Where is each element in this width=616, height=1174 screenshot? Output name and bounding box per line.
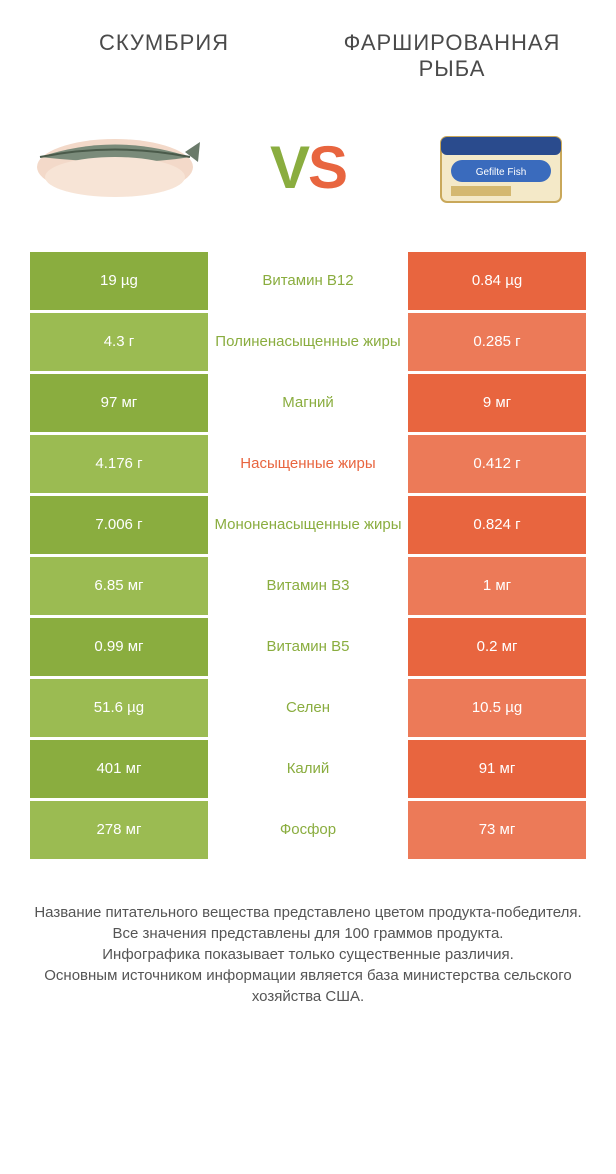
footer-line: Инфографика показывает только существенн… [30,944,586,965]
left-value: 51.6 µg [30,679,208,737]
nutrient-name: Витамин B12 [208,252,408,310]
header: СКУМБРИЯ ФАРШИРОВАННАЯ РЫБА [0,0,616,92]
nutrient-name: Мононенасыщенные жиры [208,496,408,554]
left-value: 7.006 г [30,496,208,554]
table-row: 7.006 гМононенасыщенные жиры0.824 г [30,496,586,554]
table-row: 6.85 мгВитамин B31 мг [30,557,586,615]
table-row: 19 µgВитамин B120.84 µg [30,252,586,310]
left-value: 278 мг [30,801,208,859]
left-value: 4.176 г [30,435,208,493]
right-value: 9 мг [408,374,586,432]
images-row: VS Gefilte Fish [0,92,616,252]
nutrient-name: Калий [208,740,408,798]
table-row: 4.176 гНасыщенные жиры0.412 г [30,435,586,493]
right-value: 0.824 г [408,496,586,554]
right-value: 0.285 г [408,313,586,371]
right-value: 1 мг [408,557,586,615]
right-value: 0.84 µg [408,252,586,310]
table-row: 401 мгКалий91 мг [30,740,586,798]
footer-notes: Название питательного вещества представл… [0,862,616,1027]
footer-line: Все значения представлены для 100 граммо… [30,923,586,944]
left-value: 19 µg [30,252,208,310]
right-value: 0.412 г [408,435,586,493]
table-row: 51.6 µgСелен10.5 µg [30,679,586,737]
table-row: 4.3 гПолиненасыщенные жиры0.285 г [30,313,586,371]
table-row: 0.99 мгВитамин B50.2 мг [30,618,586,676]
left-product-title: СКУМБРИЯ [20,30,308,82]
nutrient-name: Полиненасыщенные жиры [208,313,408,371]
nutrient-name: Витамин B5 [208,618,408,676]
mackerel-icon [30,112,200,222]
right-value: 91 мг [408,740,586,798]
left-value: 97 мг [30,374,208,432]
right-value: 10.5 µg [408,679,586,737]
comparison-table: 19 µgВитамин B120.84 µg4.3 гПолиненасыще… [0,252,616,859]
vs-v: V [270,134,308,201]
nutrient-name: Селен [208,679,408,737]
vs-label: VS [270,133,346,202]
left-value: 0.99 мг [30,618,208,676]
left-value: 401 мг [30,740,208,798]
table-row: 278 мгФосфор73 мг [30,801,586,859]
table-row: 97 мгМагний9 мг [30,374,586,432]
nutrient-name: Фосфор [208,801,408,859]
svg-text:Gefilte Fish: Gefilte Fish [476,167,527,178]
vs-s: S [308,134,346,201]
right-value: 0.2 мг [408,618,586,676]
left-value: 6.85 мг [30,557,208,615]
footer-line: Основным источником информации является … [30,965,586,1007]
nutrient-name: Витамин B3 [208,557,408,615]
gefilte-fish-icon: Gefilte Fish [416,112,586,222]
right-product-title: ФАРШИРОВАННАЯ РЫБА [308,30,596,82]
footer-line: Название питательного вещества представл… [30,902,586,923]
nutrient-name: Насыщенные жиры [208,435,408,493]
right-value: 73 мг [408,801,586,859]
left-value: 4.3 г [30,313,208,371]
nutrient-name: Магний [208,374,408,432]
